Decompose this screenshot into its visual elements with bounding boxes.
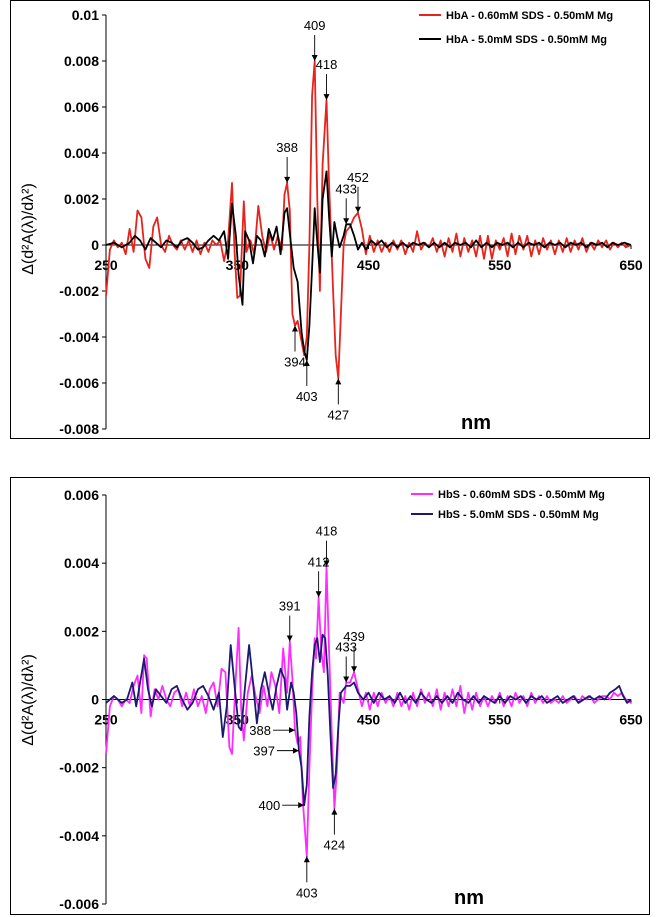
annotation-label: 412 bbox=[308, 554, 330, 569]
annotation-arrowhead bbox=[289, 727, 295, 734]
y-tick-label: -0.004 bbox=[59, 828, 99, 844]
y-tick-label: 0.002 bbox=[64, 191, 99, 207]
annotation-label: 433 bbox=[335, 181, 357, 196]
x-tick-label: 450 bbox=[357, 257, 381, 273]
x-tick-label: 650 bbox=[619, 257, 643, 273]
annotation-arrowhead bbox=[351, 666, 358, 673]
annotation-arrowhead bbox=[303, 856, 310, 863]
y-axis-label: Δ(d²A(λ)/dλ²) bbox=[20, 183, 37, 275]
annotation-label: 409 bbox=[304, 18, 326, 33]
legend-label: HbA - 0.60mM SDS - 0.50mM Mg bbox=[446, 10, 613, 22]
series-line-2 bbox=[105, 633, 632, 807]
y-tick-label: 0.004 bbox=[64, 145, 99, 161]
y-tick-label: 0.01 bbox=[72, 7, 99, 23]
y-tick-label: 0.008 bbox=[64, 53, 99, 69]
annotation-arrowhead bbox=[311, 55, 318, 61]
chart-hba: 0.01 0.008 0.006 0.004 0.002 0 -0.002 -0.004 -0.… bbox=[20, 7, 643, 437]
annotation-label: 427 bbox=[327, 407, 349, 422]
annotation-arrowhead bbox=[292, 747, 299, 754]
x-tick-label: 250 bbox=[94, 712, 118, 728]
chart-panel-hbs: 0.006 0.004 0.002 0 -0.002 -0.004 -0.006 250 350… bbox=[10, 477, 650, 915]
series-line-1 bbox=[105, 60, 632, 380]
annotation-arrowhead bbox=[323, 560, 330, 567]
annotation-arrowhead bbox=[355, 206, 361, 213]
annotation-arrowhead bbox=[331, 808, 338, 815]
legend-label: HbA - 5.0mM SDS - 0.50mM Mg bbox=[446, 34, 607, 46]
annotation-arrowhead bbox=[292, 325, 298, 332]
y-tick-label: -0.006 bbox=[59, 375, 99, 391]
annotation-label: 433 bbox=[335, 639, 357, 654]
y-tick-label: 0 bbox=[91, 237, 99, 253]
y-tick-label: 0 bbox=[91, 692, 99, 708]
y-tick-label: 0.006 bbox=[64, 487, 99, 503]
annotation-label: 403 bbox=[296, 885, 318, 900]
annotation-label: 388 bbox=[276, 140, 298, 155]
annotation-arrowhead bbox=[343, 218, 350, 225]
annotation-arrowhead bbox=[284, 176, 291, 183]
annotation-arrowhead bbox=[298, 802, 305, 809]
annotation-label: 452 bbox=[347, 170, 369, 185]
x-axis-label: nm bbox=[461, 412, 491, 434]
x-tick-label: 650 bbox=[619, 712, 643, 728]
legend-label: HbS - 0.60mM SDS - 0.50mM Mg bbox=[438, 489, 605, 501]
annotation-label: 418 bbox=[316, 57, 338, 72]
annotation-arrowhead bbox=[315, 591, 322, 598]
chart-panel-hba: 0.01 0.008 0.006 0.004 0.002 0 -0.002 -0.004 -0.… bbox=[10, 0, 650, 439]
y-tick-label: 0.004 bbox=[64, 555, 99, 571]
y-axis-label: Δ(d²A(λ)/dλ²) bbox=[20, 654, 37, 746]
x-tick-label: 550 bbox=[488, 712, 512, 728]
series-line-1 bbox=[105, 565, 632, 858]
annotation-arrowhead bbox=[303, 360, 310, 366]
y-tick-label: -0.006 bbox=[59, 896, 99, 912]
annotation-label: 400 bbox=[258, 798, 280, 813]
annotation-label: 424 bbox=[324, 838, 346, 853]
x-tick-label: 250 bbox=[94, 257, 118, 273]
y-tick-label: -0.008 bbox=[59, 421, 99, 437]
annotation-label: 439 bbox=[343, 629, 365, 644]
annotation-label: 397 bbox=[253, 744, 275, 759]
annotation-arrowhead bbox=[323, 94, 330, 101]
x-tick-label: 450 bbox=[357, 712, 381, 728]
y-tick-label: -0.002 bbox=[59, 283, 99, 299]
y-tick-label: -0.004 bbox=[59, 329, 99, 345]
legend-label: HbS - 5.0mM SDS - 0.50mM Mg bbox=[438, 509, 599, 521]
annotation-label: 391 bbox=[279, 599, 301, 614]
annotation-arrowhead bbox=[335, 378, 342, 385]
y-tick-label: -0.002 bbox=[59, 760, 99, 776]
annotation-label: 394 bbox=[284, 355, 306, 370]
x-axis-label: nm bbox=[454, 887, 484, 909]
series-line-2 bbox=[105, 170, 632, 361]
x-tick-label: 550 bbox=[488, 257, 512, 273]
annotation-arrowhead bbox=[343, 676, 350, 683]
y-tick-label: 0.002 bbox=[64, 623, 99, 639]
annotation-label: 388 bbox=[249, 723, 271, 738]
y-tick-label: 0.006 bbox=[64, 99, 99, 115]
annotation-label: 418 bbox=[316, 524, 338, 539]
annotation-label: 403 bbox=[296, 389, 318, 404]
annotation-arrowhead bbox=[286, 635, 293, 642]
